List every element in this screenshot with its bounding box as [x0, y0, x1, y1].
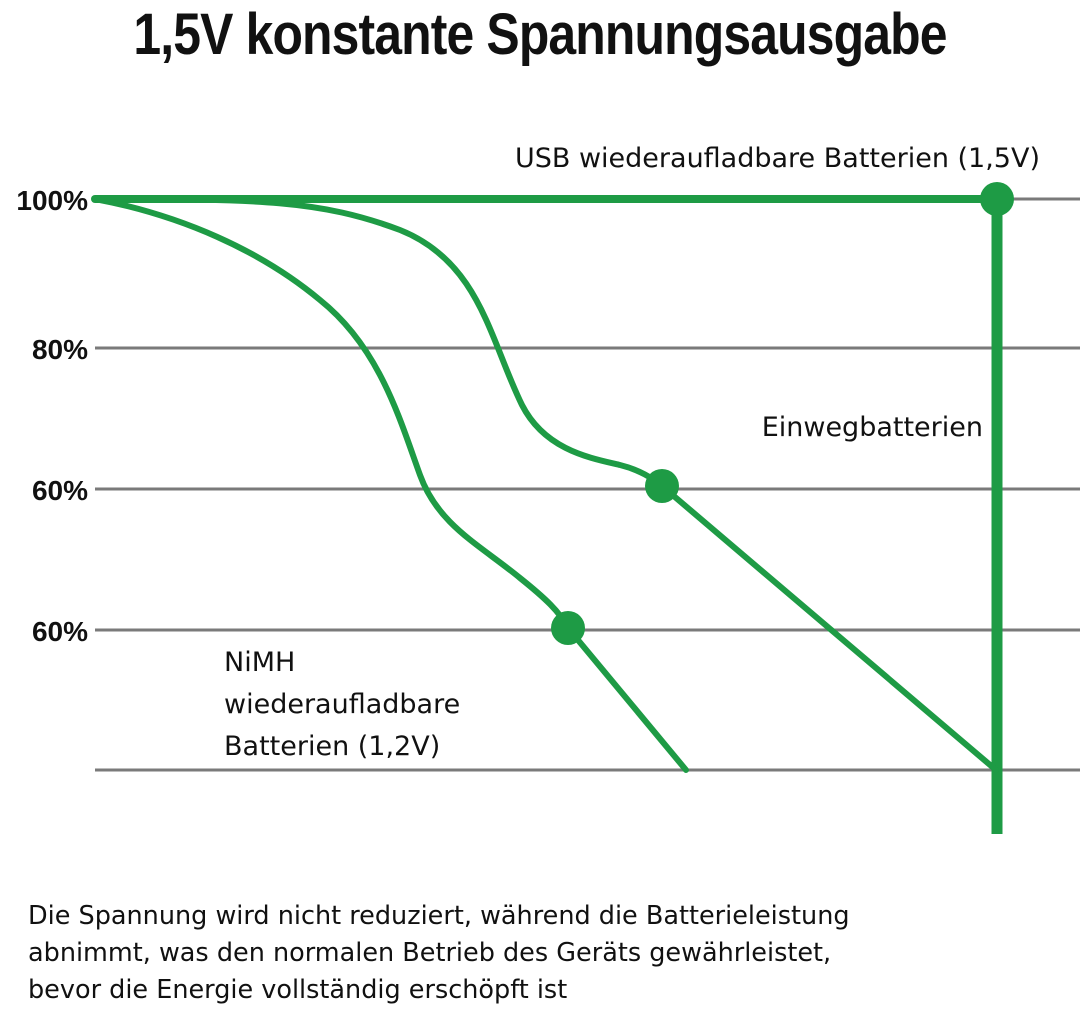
- gridlines: [95, 197, 1080, 772]
- chart-title: 1,5V konstante Spannungsausgabe: [133, 2, 947, 67]
- series-label-3-line-1: NiMH: [224, 647, 295, 678]
- series-lines: [91, 195, 1003, 834]
- series-line-2: [92, 196, 999, 773]
- series-label-3-line-2: wiederaufladbare: [224, 689, 460, 720]
- y-tick-label-2: 80%: [32, 334, 88, 365]
- caption-line-1: Die Spannung wird nicht reduziert, währe…: [28, 901, 850, 931]
- caption: Die Spannung wird nicht reduziert, währe…: [28, 898, 1068, 1009]
- caption-line-2: abnimmt, was den normalen Betrieb des Ge…: [28, 938, 832, 968]
- series-label-1: USB wiederaufladbare Batterien (1,5V): [515, 143, 1040, 174]
- series-markers: [551, 182, 1014, 645]
- y-axis-tick-labels: 100% 80% 60% 60%: [16, 185, 88, 647]
- y-tick-label-4: 60%: [32, 616, 88, 647]
- caption-line-3: bevor die Energie vollständig erschöpft …: [28, 975, 568, 1005]
- series-labels: USB wiederaufladbare Batterien (1,5V) Ein…: [224, 143, 1040, 762]
- series-marker-2: [645, 469, 679, 503]
- series-label-2: Einwegbatterien: [762, 412, 983, 443]
- series-marker-1: [980, 182, 1014, 216]
- series-label-3-line-3: Batterien (1,2V): [224, 731, 440, 762]
- y-tick-label-1: 100%: [16, 185, 88, 216]
- y-tick-label-3: 60%: [32, 475, 88, 506]
- series-marker-3: [551, 611, 585, 645]
- series-line-3: [92, 196, 689, 773]
